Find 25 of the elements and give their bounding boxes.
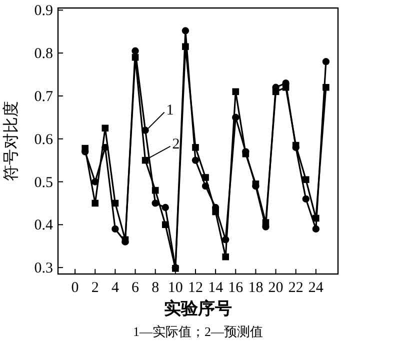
legend-label: 1 [166,102,174,118]
x-tick-label: 22 [288,280,304,296]
y-tick-label: 0.7 [34,88,54,105]
x-tick-label: 14 [208,280,224,296]
x-tick-label: 6 [132,280,140,296]
y-tick-label: 0.3 [34,260,53,277]
x-tick-label: 10 [168,280,183,296]
x-tick-label: 0 [71,280,79,296]
x-tick-label: 18 [248,280,264,296]
y-tick-label: 0.6 [34,132,54,148]
y-axis-title: 符号对比度 [2,101,20,181]
x-tick-label: 12 [188,280,203,296]
y-tick-label: 0.5 [34,174,53,191]
legend-label: 2 [172,136,180,152]
x-tick-label: 16 [228,280,244,296]
x-tick-label: 20 [268,280,284,296]
y-tick-label: 0.8 [34,46,53,62]
x-tick-label: 2 [91,280,99,296]
x-tick-label: 8 [152,280,160,296]
x-axis-title: 实验序号 [164,299,232,318]
y-tick-label: 0.9 [34,3,53,20]
text: 1—实际值；2—预测值 [133,324,263,339]
y-tick-label: 0.4 [34,218,54,234]
x-tick-label: 24 [308,280,324,296]
x-tick-label: 4 [111,280,120,296]
